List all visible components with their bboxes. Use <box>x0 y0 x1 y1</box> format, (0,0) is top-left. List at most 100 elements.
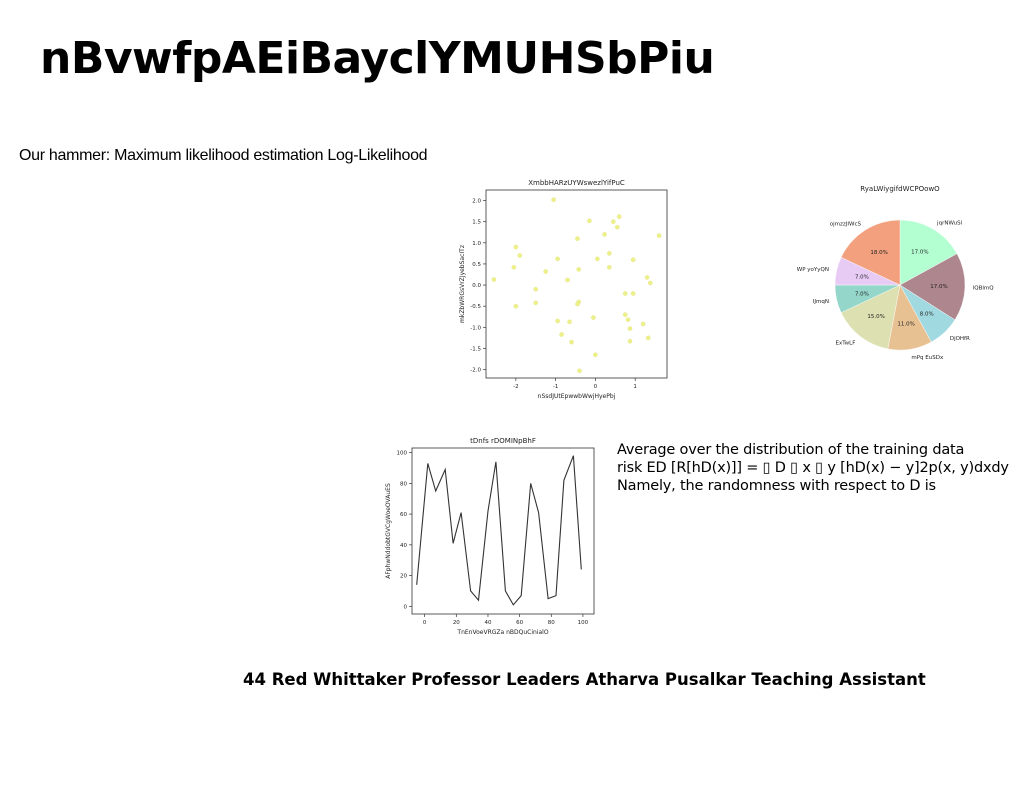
line-chart: tDnfs rDOMINpBhF TnEnVoeVRGZa nBDQuCinial… <box>385 437 595 636</box>
scatter-point <box>627 326 633 331</box>
scatter-point <box>630 257 636 262</box>
scatter-point <box>611 219 616 224</box>
scatter-point <box>559 332 564 337</box>
pie-slice-label: ojmzzJIWcS <box>830 222 862 228</box>
scatter-point <box>615 224 620 230</box>
line-series <box>416 455 582 606</box>
pie-percent-label: 8.0% <box>920 311 934 317</box>
scatter-point <box>644 275 650 280</box>
chart-title: RyaLWiygifdWCPOowO <box>860 185 940 193</box>
x-tick-label: 0 <box>594 384 598 390</box>
scatter-point <box>576 267 581 272</box>
body-text: Average over the distribution of the tra… <box>617 441 1009 495</box>
scatter-point <box>533 300 538 306</box>
scatter-point <box>551 197 556 202</box>
pie-slice-label: WP yoYyQN <box>797 267 829 273</box>
scatter-point <box>517 253 523 258</box>
pie-slice <box>899 253 966 321</box>
y-tick-label: 0.0 <box>472 283 481 289</box>
scatter-point <box>555 318 560 324</box>
scatter-point <box>625 317 631 322</box>
pie-percent-label: 17.0% <box>911 249 928 255</box>
scatter-point <box>617 214 622 219</box>
scatter-point <box>569 339 574 345</box>
y-tick-label: 40 <box>400 543 407 549</box>
pie-percent-label: 7.0% <box>855 292 869 298</box>
y-tick-label: 60 <box>400 512 407 518</box>
chart-title: tDnfs rDOMINpBhF <box>470 437 536 445</box>
pie-percent-label: 18.0% <box>870 250 887 256</box>
body-line-2: risk ED [R[hD(x)]] = ▯ D ▯ x ▯ y [hD(x) … <box>617 460 1009 476</box>
x-tick-label: 40 <box>484 620 491 626</box>
scatter-point <box>543 269 548 274</box>
scatter-point <box>607 251 612 256</box>
scatter-point <box>511 265 517 270</box>
pie-slice <box>899 219 958 286</box>
x-tick-label: -2 <box>513 384 518 390</box>
slide-title: nBvwfpAEiBayclYMUHSbPiu <box>40 33 715 84</box>
pie-slice-label: ExTwLF <box>835 341 855 347</box>
scatter-point <box>577 368 582 374</box>
scatter-point <box>622 312 628 317</box>
y-tick-label: 1.0 <box>472 241 481 247</box>
scatter-point <box>565 277 570 283</box>
scatter-point <box>595 256 600 262</box>
scatter-point <box>640 321 646 327</box>
scatter-point <box>656 233 662 238</box>
y-tick-label: 0.5 <box>472 262 481 268</box>
scatter-point <box>607 265 612 270</box>
x-tick-label: 20 <box>453 620 460 626</box>
y-tick-label: 2.0 <box>472 199 481 205</box>
pie-percent-label: 17.0% <box>930 284 947 290</box>
x-tick-label: 100 <box>578 620 589 626</box>
scatter-point <box>591 315 596 320</box>
plot-frame <box>485 189 668 379</box>
y-tick-label: -2.0 <box>470 368 481 374</box>
scatter-point <box>622 291 628 296</box>
scatter-point <box>646 335 651 341</box>
pie-slice-label: lQBlmQ <box>973 285 995 291</box>
pie-slice <box>840 219 901 286</box>
pie-slice-label: IJmqN <box>813 299 829 305</box>
scatter-point <box>627 338 633 344</box>
scatter-point <box>602 232 607 237</box>
pie-slice-label: DjOHfR <box>950 336 970 342</box>
body-line-3: Namely, the randomness with respect to D… <box>617 478 936 494</box>
y-tick-label: -0.5 <box>470 304 481 310</box>
y-tick-label: 20 <box>400 574 407 580</box>
chart-title: XmbbHARzUYWswezlYifPuC <box>528 179 625 187</box>
scatter-point <box>575 236 580 241</box>
y-tick-label: -1.5 <box>470 346 481 352</box>
x-tick-label: -1 <box>553 384 558 390</box>
scatter-point <box>533 287 538 292</box>
y-tick-label: 100 <box>397 451 408 457</box>
pie-slice-label: jqrNWuSl <box>936 220 963 226</box>
x-axis-label: TnEnVoeVRGZa nBDQuCinialO <box>456 629 548 636</box>
scatter-point <box>513 303 519 309</box>
pie-slice <box>840 284 901 350</box>
slide-footer: 44 Red Whittaker Professor Leaders Athar… <box>243 670 926 689</box>
scatter-point <box>593 352 598 358</box>
x-tick-label: 0 <box>423 620 427 626</box>
y-axis-label: AFphwNddobtGVCgWoeOVAuES <box>385 483 392 579</box>
x-tick-label: 80 <box>548 620 555 626</box>
pie-chart: RyaLWiygifdWCPOowO 17.0% jqrNWuSl 17.0% lQBl… <box>797 185 995 361</box>
pie-percent-label: 15.0% <box>867 314 884 320</box>
y-tick-label: -1.0 <box>470 325 481 331</box>
pie-percent-label: 11.0% <box>897 322 914 328</box>
y-tick-label: 0 <box>404 604 408 610</box>
scatter-chart: XmbbHARzUYWswezlYifPuC nSsdJUtEpwwbWwjHye… <box>459 179 668 400</box>
x-axis-label: nSsdJUtEpwwbWwjHyePbj <box>538 393 616 400</box>
pie-slice-label: mPq EuSDx <box>911 355 944 361</box>
scatter-point <box>648 280 653 286</box>
scatter-point <box>630 291 636 296</box>
x-tick-label: 60 <box>516 620 523 626</box>
y-tick-label: 80 <box>400 481 407 487</box>
scatter-point <box>575 301 580 307</box>
y-axis-label: mkZbWRGsVrZJyebSacITz <box>459 245 466 323</box>
slide-subtitle: Our hammer: Maximum likelihood estimatio… <box>19 147 428 164</box>
pie-percent-label: 7.0% <box>855 274 869 280</box>
plot-frame <box>411 447 595 615</box>
scatter-point <box>567 319 572 325</box>
body-line-1: Average over the distribution of the tra… <box>617 442 965 458</box>
